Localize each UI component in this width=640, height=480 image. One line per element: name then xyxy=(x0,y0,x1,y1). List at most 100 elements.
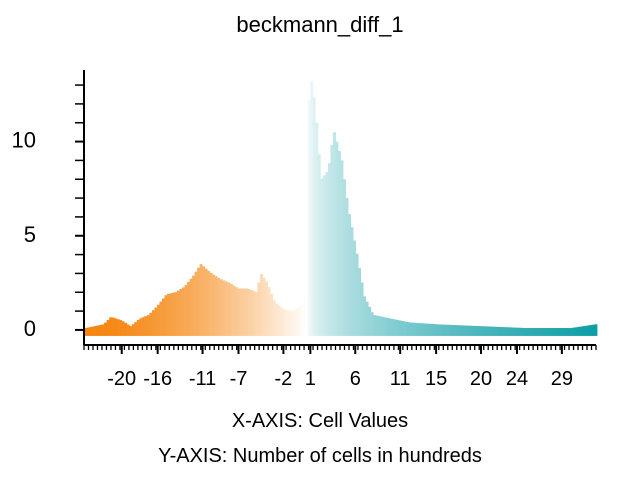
histogram-bar xyxy=(179,288,183,336)
histogram-bar xyxy=(305,239,309,336)
chart-title: beckmann_diff_1 xyxy=(236,12,403,37)
histogram-bar xyxy=(458,325,462,336)
histogram-bar xyxy=(149,312,153,336)
histogram-bar xyxy=(426,323,429,336)
histogram-bar xyxy=(395,319,399,336)
histogram-bar xyxy=(239,288,243,336)
histogram-bar xyxy=(315,122,319,336)
x-tick-label: 20 xyxy=(470,368,492,390)
histogram-bar xyxy=(217,277,221,336)
histogram-bar xyxy=(250,290,253,336)
histogram-bar xyxy=(164,295,168,336)
histogram-bar xyxy=(156,304,160,336)
histogram-bar xyxy=(554,328,558,336)
histogram-bar xyxy=(481,326,485,336)
histogram-bar xyxy=(320,178,324,336)
histogram-bar xyxy=(355,253,359,336)
histogram-bar xyxy=(104,322,107,336)
histogram-bar xyxy=(564,328,568,336)
histogram-bar xyxy=(227,282,231,336)
histogram-bar xyxy=(383,317,387,336)
histogram-bar xyxy=(244,288,248,336)
histogram-bar xyxy=(534,328,538,336)
bars-group xyxy=(84,81,598,336)
histogram-bar xyxy=(581,326,585,336)
histogram-bar xyxy=(121,321,125,336)
histogram-bar xyxy=(295,308,299,336)
histogram-bar xyxy=(177,290,180,336)
histogram-bar xyxy=(332,132,336,336)
histogram-bar xyxy=(594,324,598,336)
histogram-bar xyxy=(275,303,279,336)
y-axis: 0 5 10 xyxy=(12,70,85,345)
histogram-bar xyxy=(365,301,369,336)
histogram-bar xyxy=(280,307,284,336)
histogram-bar xyxy=(363,296,367,336)
histogram-bar xyxy=(571,327,575,336)
histogram-bar xyxy=(398,320,402,336)
histogram-bar xyxy=(529,328,533,336)
histogram-bar xyxy=(204,268,208,336)
histogram-bar xyxy=(574,327,578,336)
histogram-bar xyxy=(441,324,445,336)
histogram-bar xyxy=(247,289,251,336)
histogram-bar xyxy=(327,163,331,336)
histogram-bar xyxy=(146,315,150,336)
histogram-bar xyxy=(194,271,198,336)
histogram-bar xyxy=(272,300,276,336)
histogram-bar xyxy=(169,293,173,336)
histogram-bar xyxy=(199,264,203,336)
histogram-bar xyxy=(154,307,158,336)
x-tick-label: -20 xyxy=(107,368,136,390)
histogram-bar xyxy=(111,317,115,336)
histogram-bar xyxy=(338,151,341,336)
histogram-bar xyxy=(139,318,143,336)
histogram-bar xyxy=(423,323,427,336)
x-axis: -20 -16 -11 -7 -2 1 6 11 15 20 24 29 xyxy=(83,344,597,390)
histogram-bar xyxy=(360,282,364,336)
histogram-bar xyxy=(418,323,422,336)
histogram-bar xyxy=(224,281,228,336)
histogram-bar xyxy=(270,293,273,336)
histogram-bar xyxy=(260,273,263,336)
x-tick-label: -16 xyxy=(143,368,172,390)
histogram-bar xyxy=(214,276,218,336)
histogram-bar xyxy=(297,306,301,336)
histogram-bar xyxy=(400,320,404,336)
histogram-bar xyxy=(358,268,362,336)
histogram-bar xyxy=(252,291,256,336)
histogram-bar xyxy=(94,326,97,336)
histogram-bar xyxy=(368,306,372,336)
histogram-bar xyxy=(106,319,110,336)
histogram-bar xyxy=(388,318,392,336)
histogram-bar xyxy=(192,275,196,336)
histogram-bar xyxy=(116,319,120,336)
x-tick-label: 1 xyxy=(305,368,316,390)
histogram-bar xyxy=(413,322,417,336)
histogram-bar xyxy=(566,328,570,336)
histogram-bar xyxy=(589,325,593,336)
histogram-bar xyxy=(159,301,163,336)
histogram-bar xyxy=(234,287,238,336)
histogram-bar xyxy=(473,325,477,336)
histogram-bar xyxy=(428,323,432,336)
histogram-bar xyxy=(486,326,490,336)
x-tick-label: 6 xyxy=(350,368,361,390)
histogram-bar xyxy=(350,227,354,336)
histogram-bar xyxy=(453,325,457,336)
histogram-bar xyxy=(86,327,90,336)
histogram-bar xyxy=(471,325,475,336)
histogram-bar xyxy=(330,144,334,336)
histogram-bar xyxy=(478,326,482,336)
histogram-bar xyxy=(232,285,236,336)
histogram-bar xyxy=(353,240,356,336)
histogram-bar xyxy=(172,292,175,336)
histogram-bar xyxy=(229,283,233,336)
histogram-bar xyxy=(506,327,510,336)
histogram-bar xyxy=(446,324,450,336)
histogram-bar xyxy=(307,99,311,336)
histogram-bar xyxy=(498,326,502,336)
histogram-bar xyxy=(129,326,133,336)
histogram-bar xyxy=(312,97,316,336)
